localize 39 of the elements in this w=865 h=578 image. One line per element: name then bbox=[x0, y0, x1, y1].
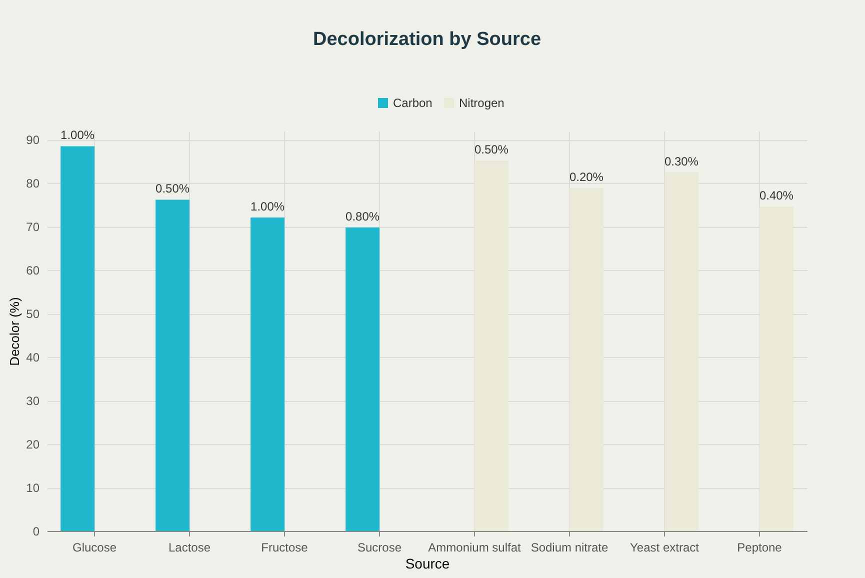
y-tick-label: 10 bbox=[26, 481, 40, 496]
legend-label: Carbon bbox=[393, 96, 432, 110]
annotation: 0.50% bbox=[474, 142, 509, 157]
y-tick-label: 90 bbox=[26, 133, 40, 148]
bar bbox=[346, 228, 380, 531]
annotation: 1.00% bbox=[60, 128, 95, 142]
bar bbox=[474, 160, 508, 531]
bar bbox=[760, 206, 794, 531]
x-tick-label: Sodium nitrate bbox=[530, 540, 609, 554]
x-tick-label: Fructose bbox=[261, 540, 308, 554]
bar bbox=[664, 172, 698, 531]
x-tick-label: Ammonium sulfat bbox=[428, 540, 522, 554]
y-tick-label: 0 bbox=[32, 524, 40, 538]
y-tick-label: 20 bbox=[26, 438, 40, 452]
annotation: 0.50% bbox=[156, 182, 190, 196]
x-tick-label: Peptone bbox=[737, 540, 782, 554]
y-tick-label: 30 bbox=[26, 394, 40, 408]
x-tick-label: Yeast extract bbox=[630, 540, 700, 554]
annotation: 0.80% bbox=[346, 210, 380, 224]
y-tick-label: 70 bbox=[26, 220, 40, 234]
bar bbox=[60, 146, 94, 531]
x-tick-label: Lactose bbox=[168, 540, 211, 554]
chart-title: Decolorization by Source bbox=[312, 29, 542, 50]
y-tick-label: 80 bbox=[26, 176, 40, 191]
bar bbox=[250, 218, 284, 531]
legend-label: Nitrogen bbox=[459, 96, 504, 110]
annotation: 1.00% bbox=[250, 200, 285, 214]
x-tick-label: Sucrose bbox=[357, 540, 402, 554]
annotation: 0.40% bbox=[759, 188, 794, 203]
annotation: 0.30% bbox=[664, 154, 699, 168]
x-axis-title: Source bbox=[405, 556, 450, 572]
y-tick-label: 60 bbox=[26, 264, 40, 278]
y-tick-label: 50 bbox=[26, 307, 40, 322]
bar bbox=[570, 188, 604, 531]
y-axis-title: Decolor (%) bbox=[7, 297, 22, 366]
bar bbox=[156, 200, 190, 531]
x-tick-label: Glucose bbox=[72, 540, 117, 554]
annotation: 0.20% bbox=[569, 170, 604, 184]
y-tick-label: 40 bbox=[26, 350, 40, 365]
